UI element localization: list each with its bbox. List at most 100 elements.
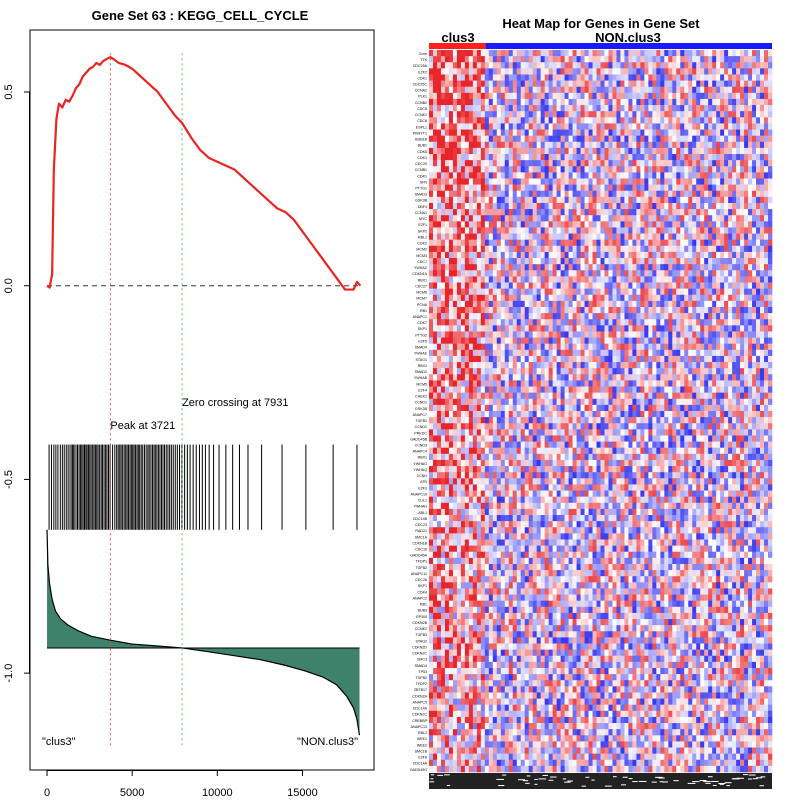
heatmap-cell xyxy=(748,276,753,283)
heatmap-cell xyxy=(744,251,749,259)
heatmap-cell xyxy=(584,313,589,320)
heatmap-cell xyxy=(736,111,741,118)
heatmap-cell xyxy=(732,190,737,198)
heatmap-cell xyxy=(672,306,677,314)
right-group-label: "NON.clus3" xyxy=(297,736,358,748)
heatmap-cell xyxy=(560,62,565,69)
heatmap-cell xyxy=(588,325,593,332)
heatmap-cell xyxy=(436,123,442,130)
heatmap-cell xyxy=(720,343,725,351)
heatmap-cell xyxy=(768,300,773,308)
heatmap-cell xyxy=(520,215,526,222)
heatmap-cell xyxy=(608,294,613,302)
heatmap-cell xyxy=(716,74,721,81)
heatmap-cell xyxy=(548,215,553,222)
heatmap-cell xyxy=(660,98,665,106)
heatmap-cell xyxy=(748,50,753,57)
heatmap-cell xyxy=(488,337,494,344)
heatmap-cell xyxy=(656,227,661,234)
heatmap-cell xyxy=(528,190,533,198)
heatmap-cell xyxy=(472,349,478,357)
heatmap-cell xyxy=(660,294,665,302)
heatmap-cell xyxy=(532,98,537,106)
heatmap-cell xyxy=(688,135,693,143)
heatmap-cell xyxy=(748,166,753,173)
y-tick-label: 0.5 xyxy=(3,84,15,99)
heatmap-cell xyxy=(696,92,701,100)
heatmap-cell xyxy=(576,111,581,118)
heatmap-cell xyxy=(716,258,721,265)
heatmap-cell xyxy=(700,270,705,277)
heatmap-cell xyxy=(504,74,510,81)
heatmap-cell xyxy=(708,380,713,387)
heatmap-cell xyxy=(460,184,466,192)
heatmap-cell xyxy=(452,362,458,369)
heatmap-cell xyxy=(476,196,482,204)
heatmap-cell xyxy=(672,258,677,265)
heatmap-cell xyxy=(732,331,737,338)
heatmap-cell xyxy=(740,105,745,112)
heatmap-cell xyxy=(648,74,653,81)
heatmap-cell xyxy=(668,86,673,94)
heatmap-cell xyxy=(456,172,462,179)
heatmap-cell xyxy=(520,343,526,351)
heatmap-cell xyxy=(596,172,601,179)
heatmap-cell xyxy=(768,209,773,216)
heatmap-cell xyxy=(584,343,589,351)
heatmap-cell xyxy=(652,251,657,259)
heatmap-cell xyxy=(616,160,621,167)
heatmap-cell xyxy=(704,239,709,247)
x-tick-label: 10000 xyxy=(202,787,233,799)
heatmap-cell xyxy=(472,111,478,118)
heatmap-cell xyxy=(524,276,530,283)
heatmap-cell xyxy=(540,68,545,75)
heatmap-cell xyxy=(652,380,657,387)
heatmap-cell xyxy=(712,221,717,228)
heatmap-cell xyxy=(504,117,510,124)
heatmap-cell xyxy=(612,172,617,179)
heatmap-cell xyxy=(744,190,749,198)
heatmap-cell xyxy=(436,380,442,387)
heatmap-cell xyxy=(444,50,450,57)
heatmap-cell xyxy=(592,251,597,259)
heatmap-cell xyxy=(600,239,605,247)
heatmap-cell xyxy=(584,227,589,234)
heatmap-cell xyxy=(632,123,637,130)
heatmap-cell xyxy=(468,160,474,167)
heatmap-cell xyxy=(488,362,494,369)
heatmap-cell xyxy=(492,380,498,387)
heatmap-cell xyxy=(520,147,526,155)
heatmap-cell xyxy=(460,105,466,112)
heatmap-cell xyxy=(744,368,749,375)
heatmap-cell xyxy=(556,135,561,143)
heatmap-cell xyxy=(612,117,617,124)
heatmap-cell xyxy=(736,215,741,222)
heatmap-cell xyxy=(724,129,729,136)
heatmap-cell xyxy=(612,147,617,155)
heatmap-cell xyxy=(496,313,502,320)
heatmap-cell xyxy=(436,245,442,253)
heatmap-cell xyxy=(620,123,625,130)
heatmap-cell xyxy=(604,202,609,210)
heatmap-cell xyxy=(672,227,677,234)
heatmap-cell xyxy=(720,313,725,320)
heatmap-cell xyxy=(580,56,585,63)
heatmap-cell xyxy=(484,294,490,302)
heatmap-cell xyxy=(728,160,733,167)
heatmap-cell xyxy=(540,331,545,338)
heatmap-cell xyxy=(732,319,737,326)
heatmap-cell xyxy=(584,251,589,259)
heatmap-cell xyxy=(468,154,474,161)
heatmap-cell xyxy=(648,123,653,130)
heatmap-cell xyxy=(512,68,518,75)
heatmap-cell xyxy=(520,306,526,314)
heatmap-cell xyxy=(688,288,693,296)
heatmap-cell xyxy=(740,196,745,204)
heatmap-cell xyxy=(620,111,625,118)
heatmap-cell xyxy=(652,319,657,326)
heatmap-cell xyxy=(484,209,490,216)
heatmap-cell xyxy=(632,343,637,351)
heatmap-cell xyxy=(592,282,597,289)
heatmap-cell xyxy=(700,74,705,81)
heatmap-cell xyxy=(436,306,442,314)
